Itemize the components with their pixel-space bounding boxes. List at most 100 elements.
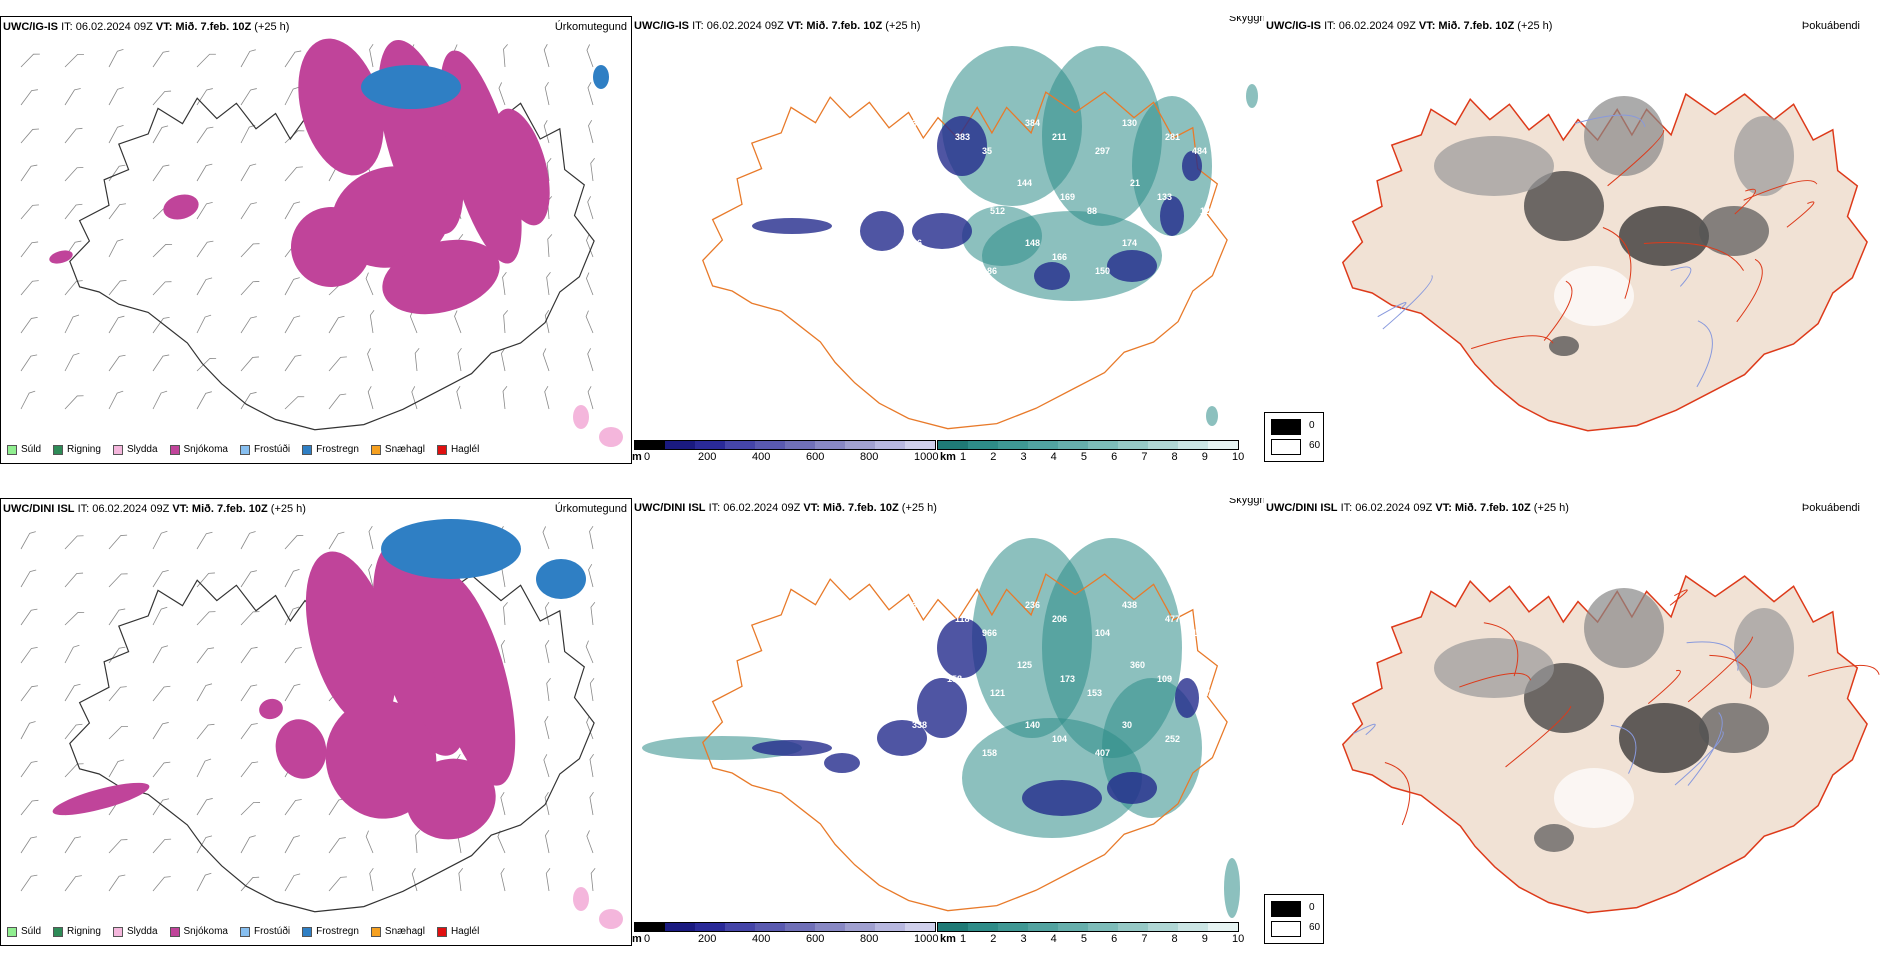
visibility-value-label: 125 xyxy=(1017,660,1032,670)
wind-barb xyxy=(20,316,38,334)
wind-barb xyxy=(589,677,595,702)
visibility-value-label: 88 xyxy=(1087,206,1097,216)
legend-label: Snjókoma xyxy=(183,444,228,455)
sleet-area xyxy=(599,427,623,447)
wind-barb xyxy=(64,352,80,372)
legend-swatch xyxy=(239,444,250,455)
low-visibility-m-area xyxy=(752,740,832,756)
wind-barb xyxy=(64,314,80,334)
wind-barb xyxy=(500,347,506,372)
colorbar-step xyxy=(968,441,998,449)
panel-header: UWC/DINI ISL IT: 06.02.2024 09Z VT: Mið.… xyxy=(634,502,937,514)
wind-barb xyxy=(284,315,301,334)
wind-barb xyxy=(328,876,347,892)
wind-barb xyxy=(587,348,594,372)
wind-barb xyxy=(64,612,85,626)
wind-barb xyxy=(196,531,213,550)
colorbar-tick: 7 xyxy=(1141,933,1148,945)
fog-legend-swatch xyxy=(1271,439,1301,455)
wind-barb xyxy=(543,754,550,778)
iceland-coastline xyxy=(69,574,595,913)
colorbar-tick: 1000 xyxy=(914,451,939,463)
visibility-m-unit: m xyxy=(632,933,642,945)
snow-area xyxy=(275,719,327,779)
panel-header: UWC/IG-IS IT: 06.02.2024 09Z VT: Mið. 7.… xyxy=(3,21,289,33)
panel-title: Þokuábendi xyxy=(1801,502,1860,514)
road-network xyxy=(1353,589,1880,826)
wind-barb xyxy=(543,120,550,144)
colorbar-tick: 400 xyxy=(752,933,771,945)
freezing-rain-area xyxy=(381,519,521,579)
legend-item: Snjókoma xyxy=(169,444,228,455)
legend-item: Frostúði xyxy=(239,444,290,455)
wind-barb xyxy=(64,763,84,778)
colorbar-tick: 3 xyxy=(1020,451,1027,463)
legend-swatch xyxy=(302,444,313,455)
legend-label: Rigning xyxy=(67,926,101,937)
road-line xyxy=(1670,266,1692,287)
colorbar-step xyxy=(998,441,1028,449)
legend-item: Snæhagl xyxy=(370,444,425,455)
visibility-value-label: 387 xyxy=(912,600,927,610)
wind-barb xyxy=(585,310,594,334)
fog-legend-swatch xyxy=(1271,419,1301,435)
wind-barb xyxy=(108,686,127,702)
colorbar-tick: 200 xyxy=(698,933,717,945)
wind-barb xyxy=(20,390,36,410)
colorbar-tick: 1 xyxy=(960,451,967,463)
visibility-m-field xyxy=(752,618,1199,816)
wind-barb xyxy=(108,315,125,334)
wind-barb xyxy=(544,309,550,334)
visibility-panel: UWC/DINI ISL IT: 06.02.2024 09Z VT: Mið.… xyxy=(632,498,1264,946)
colorbar-step xyxy=(755,441,785,449)
colorbar-step xyxy=(785,441,815,449)
wind-barb xyxy=(590,158,595,182)
wind-barb xyxy=(64,88,81,106)
iceland-coastline xyxy=(69,92,595,431)
valid-time: Mið. 7.feb. 10Z xyxy=(1454,502,1531,514)
wind-barb xyxy=(108,354,126,372)
wind-barb xyxy=(20,799,39,816)
visibility-value-label: 360 xyxy=(1130,660,1145,670)
colorbar-tick: 9 xyxy=(1201,933,1208,945)
wind-barb xyxy=(152,761,171,778)
wind-barb xyxy=(368,525,374,550)
wind-barb xyxy=(20,874,38,892)
road-line xyxy=(1602,227,1632,299)
visibility-value-label: 30 xyxy=(1122,720,1132,730)
model-row: UWC/DINI ISL IT: 06.02.2024 09Z VT: Mið.… xyxy=(0,498,1900,958)
panel-title: Skyggni xyxy=(1228,498,1264,506)
colorbar-tick: 0 xyxy=(644,451,651,463)
colorbar-tick: 0 xyxy=(644,933,651,945)
colorbar-step xyxy=(1058,441,1088,449)
colorbar-step xyxy=(968,923,998,931)
road-line xyxy=(1669,589,1688,606)
wind-barb xyxy=(152,281,172,296)
panel-header: UWC/DINI ISL IT: 06.02.2024 09Z VT: Mið.… xyxy=(3,503,306,515)
colorbar-step xyxy=(938,441,968,449)
colorbar-tick: 800 xyxy=(860,933,879,945)
legend-label: Snjókoma xyxy=(183,926,228,937)
fog-index-area xyxy=(1619,703,1709,773)
wind-barb xyxy=(545,639,550,664)
colorbar-step xyxy=(635,441,665,449)
fog-index-area xyxy=(1434,136,1554,196)
fog-index-area xyxy=(1584,588,1664,668)
fog-index-area xyxy=(1734,608,1794,688)
wind-barb xyxy=(411,386,418,410)
colorbar-step xyxy=(755,923,785,931)
wind-barb xyxy=(152,722,169,740)
wind-barb xyxy=(108,759,125,778)
snow-area xyxy=(406,758,496,840)
colorbar-tick: 400 xyxy=(752,451,771,463)
model-name: UWC/IG-IS xyxy=(634,20,689,32)
visibility-m-field xyxy=(752,116,1202,290)
wind-barb xyxy=(587,196,594,220)
visibility-value-label: 383 xyxy=(955,132,970,142)
snow-area xyxy=(492,108,550,226)
wind-barb xyxy=(152,530,168,550)
fog-index-area xyxy=(1734,116,1794,196)
wind-barb xyxy=(196,798,213,816)
wind-barb xyxy=(196,163,213,182)
wind-barb xyxy=(240,124,256,144)
